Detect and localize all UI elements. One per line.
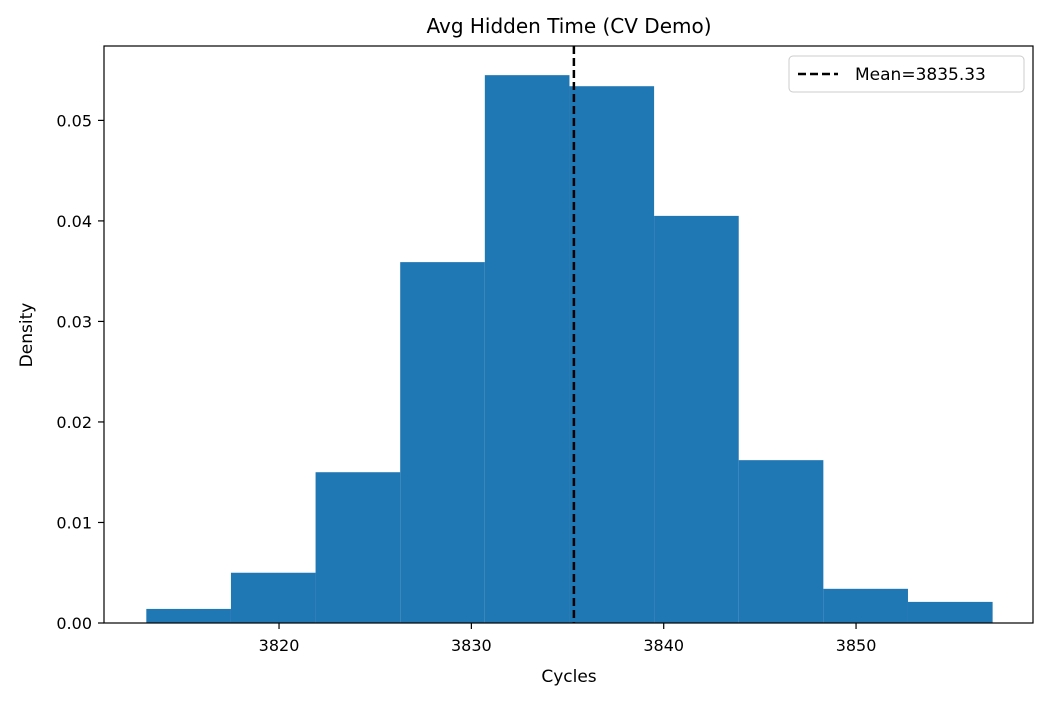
y-tick-label: 0.01 — [56, 513, 92, 532]
histogram-bar — [146, 608, 231, 623]
legend: Mean=3835.33 — [788, 55, 1025, 93]
x-tick-label: 3820 — [259, 636, 300, 655]
histogram-bar — [738, 460, 824, 623]
histogram-bar — [484, 75, 570, 624]
y-tick-label: 0.02 — [56, 413, 92, 432]
histogram-bar — [400, 262, 485, 623]
x-axis-title: Cycles — [541, 667, 596, 687]
legend-mean-label: Mean=3835.33 — [855, 65, 986, 85]
x-tick-label: 3850 — [836, 636, 877, 655]
y-tick-label: 0.04 — [56, 212, 92, 231]
chart-title: Avg Hidden Time (CV Demo) — [426, 14, 711, 38]
x-tick-label: 3830 — [451, 636, 492, 655]
histogram-bar — [315, 472, 401, 623]
y-tick-label: 0.00 — [56, 614, 92, 633]
histogram-bar — [823, 588, 908, 623]
legend-box — [788, 55, 1025, 93]
histogram-bar — [569, 86, 655, 624]
histogram-bar — [654, 215, 739, 623]
y-tick-label: 0.05 — [56, 111, 92, 130]
histogram-bar — [907, 601, 993, 623]
y-tick-label: 0.03 — [56, 312, 92, 331]
axes-frame — [103, 45, 1034, 624]
y-axis-title: Density — [17, 303, 37, 368]
x-tick-label: 3840 — [643, 636, 684, 655]
histogram-bar — [230, 572, 316, 623]
plot-area: 3820 3830 3840 3850 0.00 0.01 0.02 0.03 0.04 0.05 — [56, 46, 993, 655]
